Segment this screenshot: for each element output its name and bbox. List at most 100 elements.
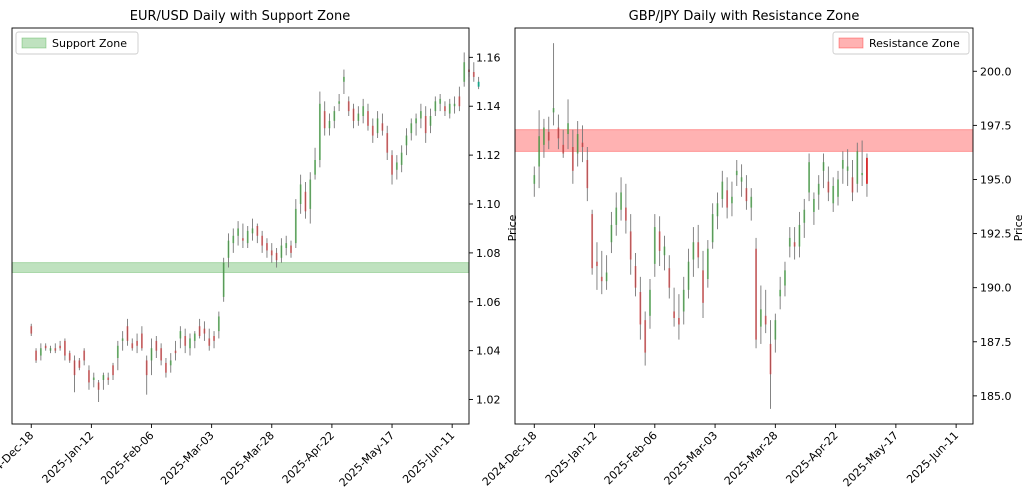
y-tick-label: 187.5 <box>980 336 1012 349</box>
candle-body <box>304 191 307 212</box>
candle-body <box>400 152 403 165</box>
candle-body <box>381 123 384 131</box>
y-tick-label: 1.12 <box>476 149 501 162</box>
candle-body <box>97 382 100 390</box>
candle-body <box>145 360 148 376</box>
candle-body <box>808 162 810 193</box>
candle-body <box>270 250 273 256</box>
candle-body <box>367 111 369 126</box>
legend-swatch <box>21 37 47 49</box>
candle-body <box>788 237 791 247</box>
candle-body <box>837 179 839 197</box>
candle-body <box>827 181 830 193</box>
candle-body <box>663 246 666 256</box>
candle-body <box>174 350 177 354</box>
candle-body <box>731 196 733 204</box>
x-tick-label: 2025-Jan-12 <box>543 429 600 486</box>
candle-body <box>735 170 738 176</box>
candle-body <box>415 118 417 124</box>
candle-body <box>92 377 95 380</box>
candle-body <box>740 177 743 182</box>
gbpjpy-chart: GBP/JPY Daily with Resistance Zone 185.0 1… <box>480 9 1024 489</box>
candle-body <box>405 135 408 146</box>
candle-body <box>576 134 579 154</box>
candle-body <box>682 289 685 312</box>
y-tick-label: 1.16 <box>476 51 501 64</box>
candle-body <box>846 166 849 171</box>
candle-body <box>208 338 211 346</box>
candle-body <box>107 377 110 380</box>
candle-body <box>668 268 671 288</box>
candle-body <box>116 345 119 358</box>
candle-body <box>391 155 393 175</box>
candle-body <box>290 245 292 253</box>
candle-body <box>59 345 62 349</box>
legend: Support Zone <box>15 31 139 55</box>
candle-body <box>102 375 105 380</box>
x-tick-label: 2025-Jun-11 <box>400 429 457 486</box>
y-tick-label: 1.14 <box>476 100 501 113</box>
candle-body <box>424 116 427 134</box>
candle-body <box>333 111 336 121</box>
candle-body <box>242 238 244 241</box>
y-tick-label: 1.06 <box>476 296 501 309</box>
candle-body <box>136 340 138 346</box>
candle-body <box>600 276 603 282</box>
candles-group <box>533 43 868 409</box>
y-tick-label: 192.5 <box>980 228 1012 241</box>
candle-body <box>49 348 52 351</box>
candle-body <box>222 262 225 297</box>
legend: Resistance Zone <box>832 31 970 55</box>
eurusd-chart: EUR/USD Daily with Support Zone 1.02 1.04 1… <box>0 9 519 489</box>
candle-body <box>567 123 569 135</box>
candle-body <box>620 192 622 210</box>
candle-body <box>150 348 153 361</box>
candle-body <box>246 230 249 244</box>
candle-body <box>266 243 268 251</box>
candle-body <box>832 185 835 204</box>
y-tick-label: 197.5 <box>980 119 1012 132</box>
candle-body <box>352 108 355 121</box>
x-tick-label: 2025-Apr-22 <box>783 429 840 486</box>
candle-body <box>179 331 182 339</box>
x-tick-label: 2024-Dec-18 <box>480 429 540 489</box>
candle-body <box>629 231 632 260</box>
candle-body <box>169 360 172 366</box>
candle-body <box>280 245 283 258</box>
candle-body <box>706 248 709 280</box>
candle-body <box>658 231 661 251</box>
candle-body <box>121 338 124 341</box>
candle-body <box>745 188 748 202</box>
candle-body <box>755 248 757 340</box>
candle-body <box>434 101 437 112</box>
candle-body <box>193 333 196 341</box>
y-tick-label: 1.10 <box>476 198 501 211</box>
candle-body <box>779 289 782 297</box>
candle-body <box>395 162 398 170</box>
candle-body <box>678 317 680 325</box>
candle-body <box>610 224 613 243</box>
candle-body <box>165 362 167 373</box>
y-tick-label: 1.04 <box>476 345 501 358</box>
y-tick-label: 200.0 <box>980 65 1012 78</box>
candle-body <box>362 106 365 116</box>
candle-body <box>803 209 806 223</box>
candle-body <box>477 81 480 87</box>
x-tick-label: 2025-Feb-06 <box>602 429 660 487</box>
y-axis-label: Price <box>1012 214 1024 241</box>
candle-body <box>692 242 695 260</box>
candle-body <box>721 181 724 199</box>
candle-body <box>448 103 451 114</box>
candle-body <box>35 350 37 361</box>
candle-body <box>64 340 66 356</box>
candle-body <box>299 184 302 204</box>
candle-body <box>347 101 350 112</box>
candle-body <box>798 224 801 247</box>
y-axis-label: Price <box>506 214 519 241</box>
candle-body <box>817 183 820 195</box>
x-tick-label: 2025-Jan-12 <box>40 429 97 486</box>
candle-body <box>73 360 76 376</box>
candle-body <box>275 252 278 261</box>
candle-body <box>557 127 560 139</box>
